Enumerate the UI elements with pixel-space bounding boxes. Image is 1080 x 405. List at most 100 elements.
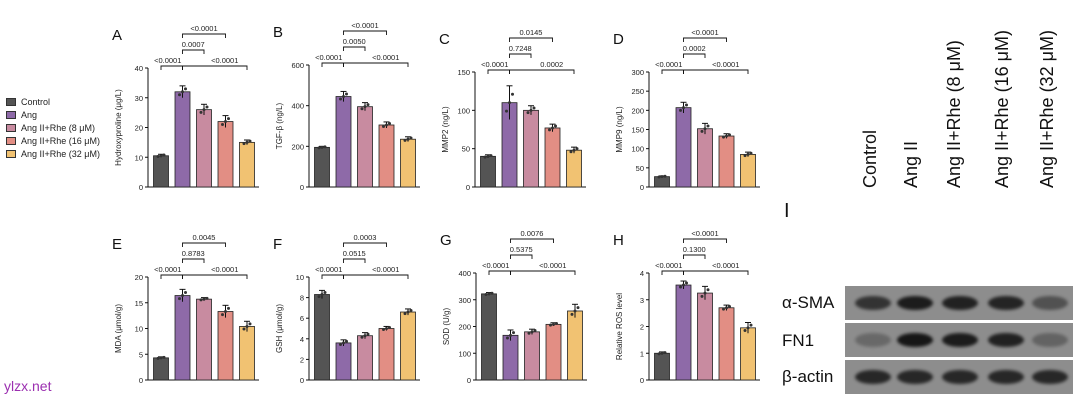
data-point bbox=[181, 90, 184, 94]
data-point bbox=[746, 152, 750, 156]
legend-item-rhe-16: Ang II+Rhe (16 μM) bbox=[6, 134, 100, 147]
data-point bbox=[484, 293, 488, 297]
data-point bbox=[366, 332, 370, 336]
data-point bbox=[529, 108, 533, 112]
bar bbox=[675, 284, 692, 381]
data-point bbox=[657, 175, 661, 179]
p-value-label: 0.0002 bbox=[683, 44, 706, 53]
significance-bracket bbox=[160, 65, 183, 70]
bar bbox=[239, 141, 255, 188]
data-point bbox=[317, 295, 321, 299]
bar bbox=[718, 135, 735, 188]
p-value-label: <0.0001 bbox=[481, 60, 508, 69]
y-axis-label: MDA (μmol/g) bbox=[114, 304, 123, 353]
data-point bbox=[406, 310, 410, 314]
data-point bbox=[227, 306, 230, 310]
blot-strip-beta-actin bbox=[845, 360, 1073, 394]
significance-bracket bbox=[510, 238, 554, 243]
data-point bbox=[569, 150, 573, 154]
data-point bbox=[221, 123, 224, 127]
data-point bbox=[725, 306, 728, 310]
significance-bracket bbox=[160, 274, 183, 279]
data-point bbox=[178, 297, 181, 301]
p-value-label: <0.0001 bbox=[211, 265, 238, 274]
data-point bbox=[722, 135, 725, 139]
panel-letter: F bbox=[273, 236, 282, 253]
p-value-label: <0.0001 bbox=[655, 60, 682, 69]
bar bbox=[480, 155, 496, 188]
significance-bracket bbox=[509, 69, 575, 74]
y-tick-label: 0 bbox=[300, 376, 304, 385]
blot-band bbox=[942, 296, 978, 310]
y-tick-label: 100 bbox=[631, 145, 644, 154]
data-point bbox=[205, 105, 209, 109]
significance-bracket bbox=[661, 69, 684, 74]
data-point bbox=[663, 351, 667, 355]
p-value-label: <0.0001 bbox=[691, 28, 718, 37]
bar bbox=[314, 294, 330, 381]
data-point bbox=[552, 322, 555, 326]
significance-bracket bbox=[509, 53, 532, 58]
y-tick-label: 250 bbox=[631, 87, 644, 96]
bar bbox=[239, 326, 255, 381]
data-point bbox=[227, 117, 230, 121]
blot-strip-alpha-sma bbox=[845, 286, 1073, 320]
p-value-label: <0.0001 bbox=[154, 265, 181, 274]
data-point bbox=[728, 304, 731, 308]
y-tick-label: 6 bbox=[300, 314, 304, 323]
legend-item-rhe-8: Ang II+Rhe (8 μM) bbox=[6, 121, 100, 134]
data-point bbox=[706, 124, 710, 128]
data-point bbox=[224, 310, 227, 314]
y-tick-label: 20 bbox=[135, 124, 143, 133]
y-axis-label: Hydroxyproline (μg/L) bbox=[114, 89, 123, 166]
y-tick-label: 150 bbox=[631, 126, 644, 135]
legend-swatch bbox=[6, 110, 16, 119]
p-value-label: 0.7248 bbox=[509, 44, 532, 53]
blot-column-label: Ang II bbox=[901, 140, 921, 188]
blot-row-label: α-SMA bbox=[782, 293, 835, 312]
legend-label: Control bbox=[21, 96, 51, 107]
y-tick-label: 2 bbox=[300, 355, 304, 364]
data-point bbox=[345, 92, 348, 96]
significance-bracket bbox=[182, 65, 248, 70]
data-point bbox=[548, 128, 551, 132]
significance-bracket bbox=[509, 37, 553, 42]
data-point bbox=[205, 296, 209, 300]
data-point bbox=[728, 133, 731, 137]
legend-item-ang: Ang bbox=[6, 108, 100, 121]
data-point bbox=[156, 356, 160, 360]
data-point bbox=[700, 294, 704, 298]
data-point bbox=[162, 355, 166, 359]
blot-column-label: Control bbox=[860, 129, 880, 188]
data-point bbox=[360, 107, 364, 111]
significance-bracket bbox=[488, 270, 511, 275]
significance-bracket bbox=[487, 69, 510, 74]
panel-letter: E bbox=[112, 236, 122, 253]
chart-legend: Control Ang Ang II+Rhe (8 μM) Ang II+Rhe… bbox=[6, 95, 100, 160]
y-tick-label: 0 bbox=[467, 376, 471, 385]
bar bbox=[174, 91, 191, 188]
p-value-label: 0.0002 bbox=[540, 60, 563, 69]
y-tick-label: 30 bbox=[135, 94, 143, 103]
p-value-label: <0.0001 bbox=[539, 261, 566, 270]
data-point bbox=[506, 336, 509, 340]
bar bbox=[153, 155, 169, 188]
p-value-label: 0.0003 bbox=[354, 233, 377, 242]
blot-band bbox=[897, 370, 933, 384]
data-point bbox=[489, 154, 493, 158]
data-point bbox=[403, 312, 407, 316]
data-point bbox=[509, 333, 512, 337]
blot-band bbox=[897, 333, 933, 347]
p-value-label: 0.5375 bbox=[510, 245, 533, 254]
data-point bbox=[409, 136, 413, 140]
p-value-label: <0.0001 bbox=[351, 21, 378, 30]
data-point bbox=[725, 134, 728, 138]
y-tick-label: 400 bbox=[291, 102, 304, 111]
data-point bbox=[159, 356, 163, 360]
blot-band bbox=[855, 370, 891, 384]
blot-band bbox=[1032, 333, 1068, 347]
legend-swatch bbox=[6, 123, 16, 132]
data-point bbox=[320, 145, 324, 149]
